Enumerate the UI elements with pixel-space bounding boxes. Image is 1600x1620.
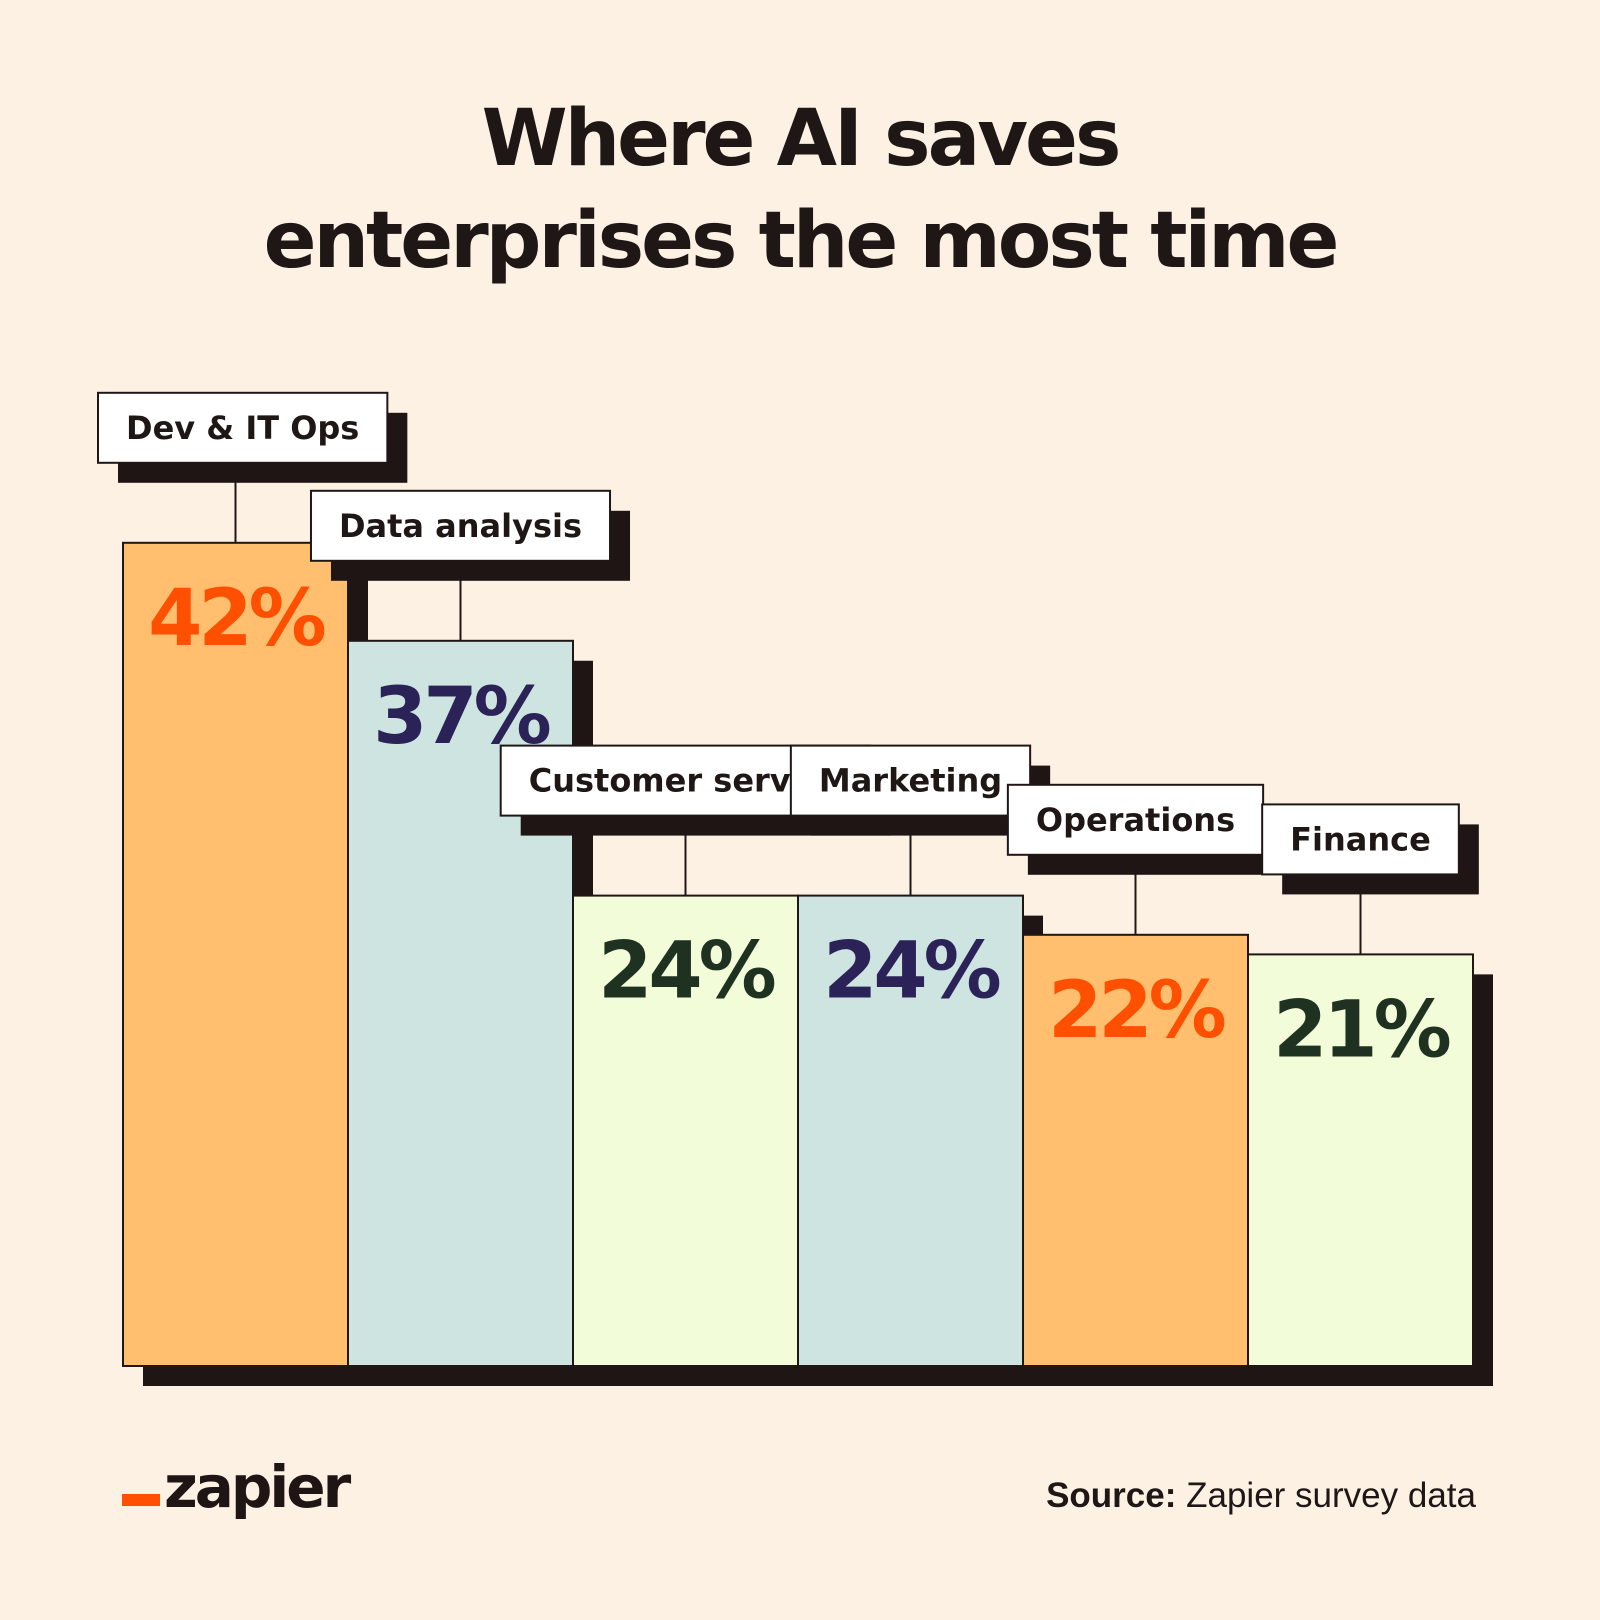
- value-label-dev-and-it-ops: 42%: [148, 574, 325, 664]
- value-label-operations: 22%: [1048, 966, 1225, 1056]
- chart-title: Where AI saves enterprises the most time: [0, 88, 1600, 292]
- category-box-finance: [1261, 803, 1460, 876]
- bar-dev-and-it-ops: [122, 541, 349, 1367]
- source-label: Source:: [1046, 1476, 1177, 1515]
- category-box-operations: [1006, 783, 1265, 856]
- title-line-2: enterprises the most time: [263, 196, 1340, 286]
- category-label-dev-and-it-ops: Dev & IT Ops: [126, 409, 359, 447]
- bar-operations: [1022, 933, 1249, 1367]
- bar-customer-service: [572, 894, 799, 1367]
- bar-finance: [1247, 953, 1474, 1368]
- value-label-finance: 21%: [1273, 985, 1450, 1075]
- category-label-operations: Operations: [1036, 801, 1235, 839]
- category-box-marketing: [789, 744, 1032, 817]
- category-box-dev-and-it-ops: [97, 391, 389, 464]
- category-label-data-analysis: Data analysis: [339, 507, 582, 545]
- category-label-finance: Finance: [1290, 820, 1431, 858]
- category-box-data-analysis: [309, 489, 612, 562]
- title-line-1: Where AI saves: [481, 94, 1122, 184]
- category-label-marketing: Marketing: [819, 762, 1002, 800]
- source-note: Source: Zapier survey data: [1046, 1476, 1476, 1516]
- source-text: Zapier survey data: [1186, 1476, 1476, 1515]
- logo-wordmark: zapier: [164, 1453, 351, 1521]
- logo-underscore-mark: [122, 1494, 160, 1506]
- value-label-marketing: 24%: [823, 927, 1000, 1017]
- zapier-logo: zapier: [122, 1453, 351, 1521]
- value-label-customer-service: 24%: [598, 927, 775, 1017]
